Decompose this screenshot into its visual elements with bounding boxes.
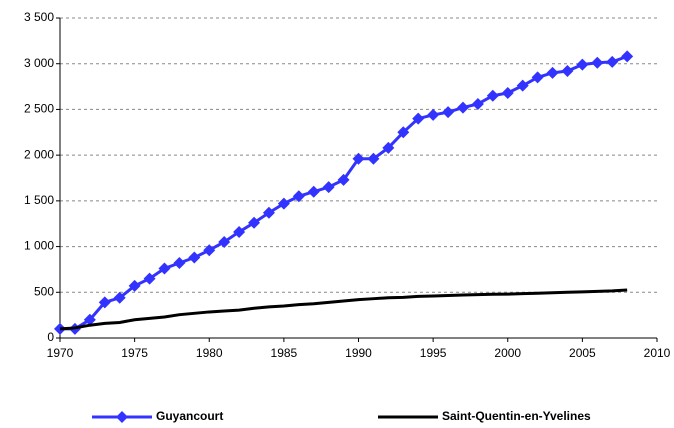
y-tick-label: 2 500 — [24, 102, 54, 116]
point — [456, 101, 469, 114]
point — [307, 185, 320, 198]
point — [427, 108, 440, 121]
point — [576, 58, 589, 71]
point — [173, 257, 186, 270]
point — [501, 86, 514, 99]
point — [546, 66, 559, 79]
point — [128, 279, 141, 292]
x-tick-label: 1980 — [196, 346, 223, 360]
point — [382, 141, 395, 154]
point — [292, 190, 305, 203]
point — [471, 97, 484, 110]
y-tick-label: 500 — [34, 284, 54, 298]
point — [113, 291, 126, 304]
series-line — [60, 54, 628, 331]
point — [248, 216, 261, 229]
point — [352, 152, 365, 165]
y-tick-label: 3 000 — [24, 56, 54, 70]
point — [322, 181, 335, 194]
point — [531, 71, 544, 84]
point — [143, 272, 156, 285]
y-tick-label: 1 000 — [24, 239, 54, 253]
legend-label: Guyancourt — [156, 409, 223, 423]
y-tick-label: 3 500 — [24, 10, 54, 24]
point — [486, 89, 499, 102]
x-tick-label: 1975 — [121, 346, 148, 360]
point — [218, 236, 231, 248]
point — [233, 225, 246, 238]
point — [621, 50, 634, 63]
x-tick-label: 1970 — [47, 346, 74, 360]
point — [606, 55, 619, 68]
series-line — [59, 288, 628, 331]
point — [561, 65, 574, 78]
legend-marker — [116, 411, 128, 423]
point — [277, 197, 290, 210]
x-tick-label: 2010 — [644, 346, 671, 360]
point — [591, 56, 604, 69]
y-tick-label: 0 — [47, 330, 54, 344]
point — [262, 206, 275, 219]
point — [203, 244, 216, 257]
point — [367, 152, 380, 165]
point — [98, 296, 111, 309]
x-tick-label: 1995 — [420, 346, 447, 360]
point — [188, 251, 201, 264]
y-tick-label: 2 000 — [24, 147, 54, 161]
point — [397, 126, 410, 139]
legend-label: Saint-Quentin-en-Yvelines — [442, 409, 591, 423]
x-tick-label: 1990 — [345, 346, 372, 360]
y-tick-label: 1 500 — [24, 193, 54, 207]
point — [158, 262, 171, 275]
point — [442, 106, 455, 119]
point — [337, 173, 350, 186]
point — [412, 112, 425, 125]
x-tick-label: 2005 — [569, 346, 596, 360]
x-tick-label: 2000 — [494, 346, 521, 360]
point — [83, 313, 96, 326]
point — [516, 79, 529, 92]
x-tick-label: 1985 — [271, 346, 298, 360]
